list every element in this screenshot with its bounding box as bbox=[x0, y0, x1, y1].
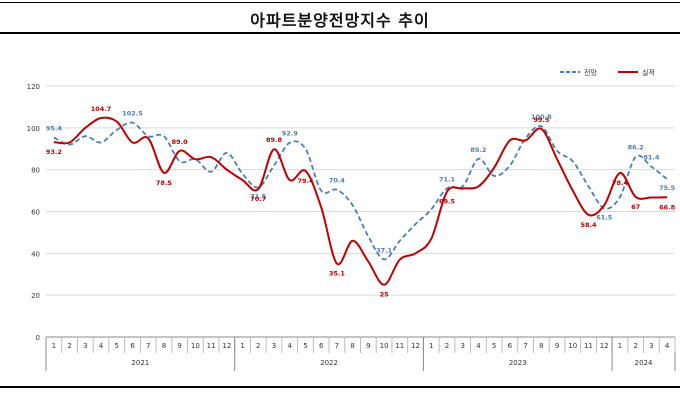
x-tick-label: 9 bbox=[555, 342, 559, 350]
year-label: 2023 bbox=[509, 359, 527, 367]
year-label: 2021 bbox=[131, 359, 149, 367]
x-tick-label: 10 bbox=[191, 342, 200, 350]
data-label: 86.2 bbox=[628, 144, 644, 152]
x-tick-label: 3 bbox=[460, 342, 464, 350]
data-label: 85.2 bbox=[470, 146, 486, 154]
data-label: 25 bbox=[380, 291, 390, 299]
data-label: 89.0 bbox=[172, 138, 189, 146]
x-tick-label: 11 bbox=[207, 342, 216, 350]
x-tick-label: 7 bbox=[335, 342, 339, 350]
data-label: 92.9 bbox=[282, 130, 299, 138]
y-tick-label: 100 bbox=[27, 125, 40, 133]
data-label: 75.5 bbox=[659, 184, 676, 192]
data-label: 104.7 bbox=[91, 105, 112, 113]
data-label: 37.1 bbox=[376, 246, 393, 254]
y-tick-label: 60 bbox=[31, 209, 40, 217]
data-label: 70.7 bbox=[250, 195, 266, 203]
x-tick-label: 5 bbox=[303, 342, 307, 350]
series-line-actual bbox=[53, 116, 668, 286]
x-tick-label: 6 bbox=[130, 342, 135, 350]
year-label: 2024 bbox=[635, 359, 653, 367]
year-label: 2022 bbox=[320, 359, 338, 367]
chart-title: 아파트분양전망지수 추이 bbox=[250, 11, 430, 30]
y-tick-label: 0 bbox=[36, 334, 40, 342]
y-tick-label: 80 bbox=[31, 167, 40, 175]
x-tick-label: 8 bbox=[162, 342, 166, 350]
data-label: 100.8 bbox=[531, 113, 552, 121]
x-tick-label: 4 bbox=[665, 342, 670, 350]
x-tick-label: 10 bbox=[568, 342, 577, 350]
x-tick-label: 4 bbox=[99, 342, 104, 350]
y-tick-label: 20 bbox=[31, 292, 40, 300]
data-label: 102.5 bbox=[122, 110, 143, 118]
x-tick-label: 12 bbox=[222, 342, 231, 350]
x-tick-label: 4 bbox=[288, 342, 293, 350]
x-tick-label: 7 bbox=[146, 342, 150, 350]
x-tick-label: 12 bbox=[411, 342, 420, 350]
legend-label-actual: 실적 bbox=[642, 68, 655, 77]
y-tick-label: 40 bbox=[31, 250, 40, 258]
x-tick-label: 4 bbox=[476, 342, 481, 350]
series-line-forecast bbox=[53, 121, 668, 261]
x-tick-label: 9 bbox=[366, 342, 370, 350]
data-label: 99.5 bbox=[533, 116, 550, 124]
bottom-rule bbox=[0, 386, 680, 388]
x-tick-label: 3 bbox=[649, 342, 653, 350]
data-label: 66.8 bbox=[659, 203, 676, 211]
x-tick-label: 11 bbox=[584, 342, 593, 350]
x-tick-label: 2 bbox=[256, 342, 260, 350]
x-tick-label: 11 bbox=[395, 342, 404, 350]
legend-label-forecast: 전망 bbox=[584, 68, 597, 77]
x-tick-label: 2 bbox=[633, 342, 637, 350]
data-label: 89.8 bbox=[266, 136, 283, 144]
x-tick-label: 1 bbox=[618, 342, 622, 350]
data-label: 79.4 bbox=[297, 177, 314, 185]
x-tick-label: 6 bbox=[319, 342, 324, 350]
x-tick-label: 2 bbox=[445, 342, 449, 350]
data-label: 61.5 bbox=[596, 213, 613, 221]
x-tick-label: 12 bbox=[600, 342, 609, 350]
x-tick-label: 9 bbox=[177, 342, 181, 350]
data-label: 67 bbox=[631, 203, 640, 211]
x-tick-label: 3 bbox=[83, 342, 87, 350]
data-label: 71.5 bbox=[250, 192, 267, 200]
y-tick-label: 120 bbox=[27, 83, 40, 91]
data-label: 78.5 bbox=[156, 179, 173, 187]
data-label: 93.2 bbox=[46, 148, 62, 156]
x-tick-label: 7 bbox=[523, 342, 527, 350]
data-label: 78.4 bbox=[612, 179, 629, 187]
x-tick-label: 3 bbox=[272, 342, 276, 350]
x-tick-label: 6 bbox=[508, 342, 513, 350]
data-label: 81.4 bbox=[643, 154, 660, 162]
data-label: 35.1 bbox=[329, 270, 346, 278]
data-label: 69.5 bbox=[439, 198, 456, 206]
x-tick-label: 1 bbox=[240, 342, 244, 350]
data-label: 71.1 bbox=[439, 175, 456, 183]
x-tick-label: 2 bbox=[67, 342, 71, 350]
x-tick-label: 10 bbox=[380, 342, 389, 350]
title-bar: 아파트분양전망지수 추이 bbox=[0, 2, 680, 34]
x-tick-label: 1 bbox=[429, 342, 433, 350]
x-tick-label: 5 bbox=[115, 342, 119, 350]
data-label: 58.4 bbox=[580, 221, 597, 229]
data-label: 70.4 bbox=[329, 177, 346, 185]
data-label: 95.4 bbox=[46, 124, 63, 132]
x-tick-label: 5 bbox=[492, 342, 496, 350]
x-tick-label: 1 bbox=[52, 342, 56, 350]
x-tick-label: 8 bbox=[539, 342, 543, 350]
x-tick-label: 8 bbox=[350, 342, 354, 350]
